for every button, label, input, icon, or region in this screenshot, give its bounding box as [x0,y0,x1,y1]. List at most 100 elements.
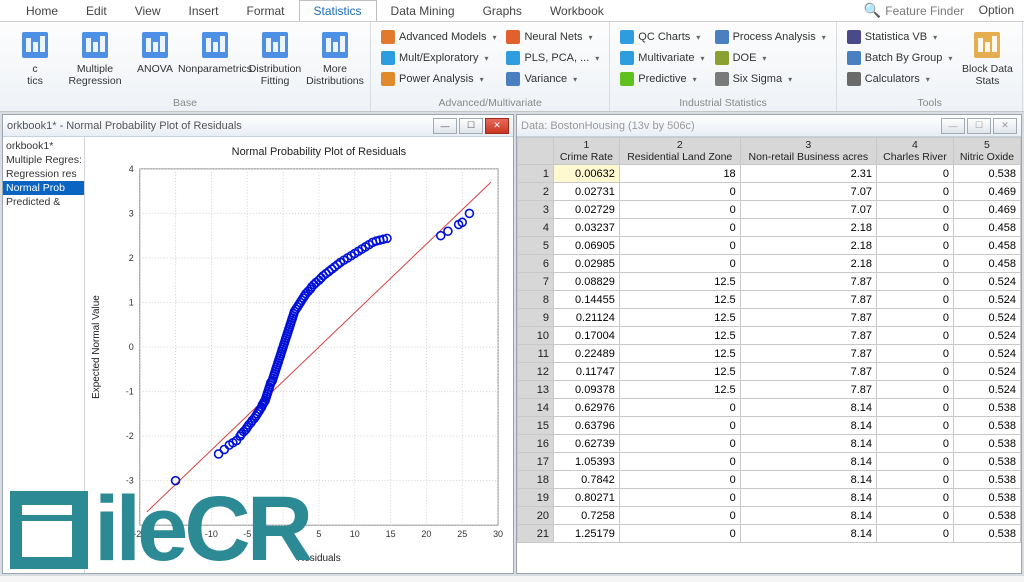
data-cell[interactable]: 0 [877,291,954,309]
pls-pca--button[interactable]: PLS, PCA, ... [506,48,599,68]
data-cell[interactable]: 0 [877,507,954,525]
plot-window-titlebar[interactable]: orkbook1* - Normal Probability Plot of R… [3,115,513,137]
data-cell[interactable]: 0 [877,525,954,543]
data-cell[interactable]: 0 [619,435,740,453]
block-data-stats-button[interactable]: Block DataStats [958,26,1016,96]
data-cell[interactable]: 0.06905 [554,237,620,255]
data-cell[interactable]: 0.80271 [554,489,620,507]
more-distributions-button[interactable]: MoreDistributions [306,26,364,96]
data-cell[interactable]: 18 [619,165,740,183]
data-cell[interactable]: 0 [619,183,740,201]
data-cell[interactable]: 0 [877,399,954,417]
data-cell[interactable]: 12.5 [619,345,740,363]
data-cell[interactable]: 0.09378 [554,381,620,399]
data-cell[interactable]: 8.14 [740,489,876,507]
process-analysis-button[interactable]: Process Analysis [715,27,826,47]
column-header[interactable]: 1Crime Rate [554,138,620,165]
data-cell[interactable]: 7.07 [740,201,876,219]
tab-statistics[interactable]: Statistics [299,0,377,21]
data-cell[interactable]: 0.7842 [554,471,620,489]
data-cell[interactable]: 0.22489 [554,345,620,363]
maximize-button[interactable]: ☐ [967,118,991,134]
data-cell[interactable]: 0.00632 [554,165,620,183]
data-cell[interactable]: 0.63796 [554,417,620,435]
data-cell[interactable]: 0.469 [953,183,1020,201]
advanced-models-button[interactable]: Advanced Models [381,27,496,47]
tab-graphs[interactable]: Graphs [469,1,536,21]
data-cell[interactable]: 0 [619,471,740,489]
data-cell[interactable]: 1.25179 [554,525,620,543]
data-grid[interactable]: 1Crime Rate2Residential Land Zone3Non-re… [517,137,1021,573]
data-cell[interactable]: 0 [877,435,954,453]
row-header[interactable]: 9 [518,309,554,327]
data-cell[interactable]: 0 [877,309,954,327]
data-cell[interactable]: 8.14 [740,507,876,525]
row-header[interactable]: 18 [518,471,554,489]
close-button[interactable]: ✕ [485,118,509,134]
data-cell[interactable]: 0.02729 [554,201,620,219]
data-cell[interactable]: 0.524 [953,363,1020,381]
data-cell[interactable]: 2.18 [740,237,876,255]
data-cell[interactable]: 0 [619,255,740,273]
power-analysis-button[interactable]: Power Analysis [381,69,496,89]
data-cell[interactable]: 8.14 [740,417,876,435]
row-header[interactable]: 1 [518,165,554,183]
tab-workbook[interactable]: Workbook [536,1,618,21]
row-header[interactable]: 21 [518,525,554,543]
data-cell[interactable]: 12.5 [619,309,740,327]
neural-nets-button[interactable]: Neural Nets [506,27,599,47]
row-header[interactable]: 10 [518,327,554,345]
data-cell[interactable]: 0 [877,381,954,399]
tree-item[interactable]: Normal Prob [3,181,84,195]
data-cell[interactable]: 2.18 [740,255,876,273]
basic-button[interactable]: ctics [6,26,64,96]
column-header[interactable]: 2Residential Land Zone [619,138,740,165]
tab-insert[interactable]: Insert [175,1,233,21]
row-header[interactable]: 14 [518,399,554,417]
data-cell[interactable]: 0 [877,183,954,201]
data-cell[interactable]: 7.07 [740,183,876,201]
row-header[interactable]: 8 [518,291,554,309]
data-cell[interactable]: 0.524 [953,345,1020,363]
data-cell[interactable]: 0 [877,489,954,507]
calculators-button[interactable]: Calculators [847,69,953,89]
data-cell[interactable]: 0 [619,507,740,525]
data-cell[interactable]: 0 [877,471,954,489]
data-cell[interactable]: 0.538 [953,471,1020,489]
mult-exploratory-button[interactable]: Mult/Exploratory [381,48,496,68]
data-cell[interactable]: 0 [877,453,954,471]
data-cell[interactable]: 8.14 [740,435,876,453]
data-cell[interactable]: 0.458 [953,255,1020,273]
doe-button[interactable]: DOE [715,48,826,68]
row-header[interactable]: 19 [518,489,554,507]
data-cell[interactable]: 8.14 [740,471,876,489]
row-header[interactable]: 2 [518,183,554,201]
corner-cell[interactable] [518,138,554,165]
data-cell[interactable]: 0.02985 [554,255,620,273]
data-cell[interactable]: 7.87 [740,327,876,345]
data-cell[interactable]: 8.14 [740,399,876,417]
data-cell[interactable]: 0 [619,417,740,435]
data-cell[interactable]: 0 [619,453,740,471]
data-window-titlebar[interactable]: Data: BostonHousing (13v by 506c) — ☐ ✕ [517,115,1021,137]
data-cell[interactable]: 0.62739 [554,435,620,453]
batch-by-group-button[interactable]: Batch By Group [847,48,953,68]
six-sigma-button[interactable]: Six Sigma [715,69,826,89]
data-cell[interactable]: 0.02731 [554,183,620,201]
data-cell[interactable]: 0.17004 [554,327,620,345]
data-cell[interactable]: 0.03237 [554,219,620,237]
multiple-regression-button[interactable]: MultipleRegression [66,26,124,96]
data-cell[interactable]: 12.5 [619,273,740,291]
tree-item[interactable]: Regression res [3,167,84,181]
data-cell[interactable]: 0.524 [953,291,1020,309]
data-cell[interactable]: 0.08829 [554,273,620,291]
tab-view[interactable]: View [121,1,175,21]
data-cell[interactable]: 0 [877,273,954,291]
data-cell[interactable]: 0 [619,489,740,507]
data-cell[interactable]: 0 [619,201,740,219]
data-cell[interactable]: 0.14455 [554,291,620,309]
row-header[interactable]: 5 [518,237,554,255]
data-cell[interactable]: 0.538 [953,417,1020,435]
row-header[interactable]: 13 [518,381,554,399]
row-header[interactable]: 17 [518,453,554,471]
